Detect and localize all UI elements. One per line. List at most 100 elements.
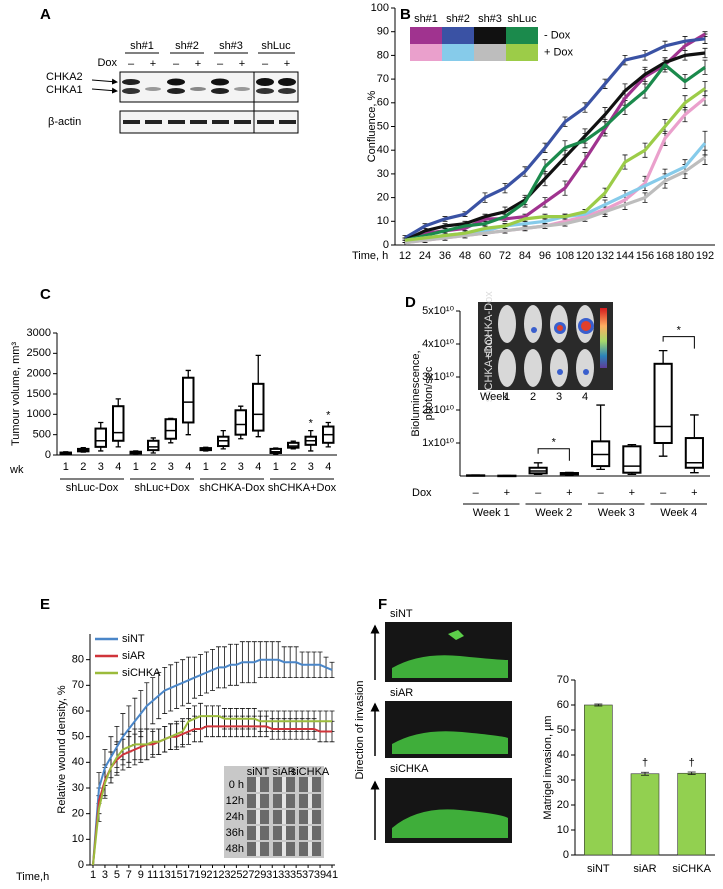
cell-layer	[392, 809, 508, 838]
x-tick-label: 96	[539, 250, 551, 262]
y-tick-label: 50	[377, 120, 389, 132]
signal	[583, 369, 589, 375]
blot-group: sh#2	[175, 40, 199, 52]
dox-sign: –	[262, 58, 269, 70]
x-tick-label: 3	[238, 461, 244, 473]
y-tick-label: 0	[78, 859, 84, 871]
wound-gap	[256, 777, 312, 856]
wound-row: 0 h	[229, 779, 244, 791]
box	[164, 418, 177, 440]
x-tick-label: 23	[218, 869, 230, 881]
box	[622, 445, 642, 474]
y-tick-label: 10	[557, 824, 569, 836]
dox-sign: +	[284, 58, 290, 70]
y-tick-label: 100	[371, 2, 389, 14]
series-line	[92, 658, 333, 866]
signal	[557, 369, 563, 375]
band	[211, 78, 229, 86]
blot-group: sh#3	[219, 40, 243, 52]
image-label: siCHKA	[390, 763, 429, 775]
band	[211, 88, 229, 94]
significance: *	[677, 325, 682, 337]
box	[94, 427, 107, 448]
x-tick-label: 4	[185, 461, 191, 473]
y-tick-label: 1000	[27, 408, 51, 420]
mouse	[524, 305, 542, 343]
box	[234, 409, 247, 436]
series-line	[404, 63, 706, 242]
legend-swatch	[442, 27, 474, 44]
legend-column: shLuc	[507, 13, 537, 25]
y-tick-label: 2000	[27, 368, 51, 380]
band	[256, 88, 274, 94]
group-label: shCHKA-Dox	[199, 482, 265, 494]
x-tick-label: 9	[138, 869, 144, 881]
colorbar	[600, 308, 607, 368]
blot-group: sh#1	[130, 40, 154, 52]
x-tick-label: 4	[115, 461, 121, 473]
x-tick-label: 4	[325, 461, 331, 473]
dox-sign: +	[150, 58, 156, 70]
y-tick-label: 70	[557, 674, 569, 686]
band	[122, 88, 140, 94]
band-arrow	[91, 78, 118, 85]
x-tick-label: 192	[696, 250, 714, 262]
band	[190, 87, 206, 91]
band	[167, 78, 185, 86]
y-tick-label: 0	[45, 449, 51, 461]
x-tick-label: 39	[314, 869, 326, 881]
bar	[677, 772, 706, 856]
band	[256, 78, 274, 86]
x-tick-label: –	[598, 487, 605, 499]
legend-swatch	[442, 44, 474, 61]
y-axis-label: Bioluminescence,	[410, 350, 422, 436]
y-tick-label: 5x10¹⁰	[422, 305, 455, 317]
dox-label: Dox	[97, 57, 117, 69]
series-line	[92, 715, 332, 866]
y-axis-label: Relative wound density, %	[56, 685, 68, 813]
panel-label: E	[40, 596, 50, 613]
band	[167, 88, 185, 94]
box	[182, 376, 195, 424]
box	[591, 440, 611, 468]
x-tick-label: 13	[159, 869, 171, 881]
band-arrow	[91, 87, 118, 94]
x-tick-label: 1	[203, 461, 209, 473]
x-tick-label: 3	[98, 461, 104, 473]
y-tick-label: 0	[383, 239, 389, 251]
dox-sign: –	[173, 58, 180, 70]
significance-bracket	[662, 336, 695, 349]
wound-column: siAR	[272, 766, 295, 778]
wound-row: 48h	[226, 843, 244, 855]
x-tick-label: 5	[114, 869, 120, 881]
x-tick-label: 31	[266, 869, 278, 881]
y-axis-label: Tumour volume, mm³	[10, 342, 22, 446]
x-tick-label: –	[660, 487, 667, 499]
y-tick-label: 500	[33, 429, 51, 441]
y-tick-label: 70	[72, 679, 84, 691]
x-tick-label: 33	[278, 869, 290, 881]
x-tick-label: 3	[168, 461, 174, 473]
week-label: Week	[480, 391, 508, 403]
x-tick-label: 156	[636, 250, 654, 262]
legend-swatch	[506, 44, 538, 61]
band-label: CHKA1	[46, 84, 83, 96]
week-number: 4	[582, 391, 588, 403]
legend-swatch	[410, 27, 442, 44]
mouse	[576, 349, 594, 387]
significance: †	[689, 757, 695, 769]
blot-group: shLuc	[261, 40, 291, 52]
x-tick-label: siAR	[633, 863, 656, 875]
invasion-axis-label: Direction of invasion	[354, 680, 366, 779]
legend-column: sh#2	[446, 13, 470, 25]
wound-column: siNT	[247, 766, 270, 778]
x-tick-label: –	[535, 487, 542, 499]
x-tick-label: –	[473, 487, 480, 499]
signal	[557, 325, 563, 331]
x-tick-label: 108	[556, 250, 574, 262]
legend-swatch	[474, 44, 506, 61]
mouse	[498, 305, 516, 343]
error-bar	[702, 59, 708, 75]
x-tick-label: 27	[242, 869, 254, 881]
